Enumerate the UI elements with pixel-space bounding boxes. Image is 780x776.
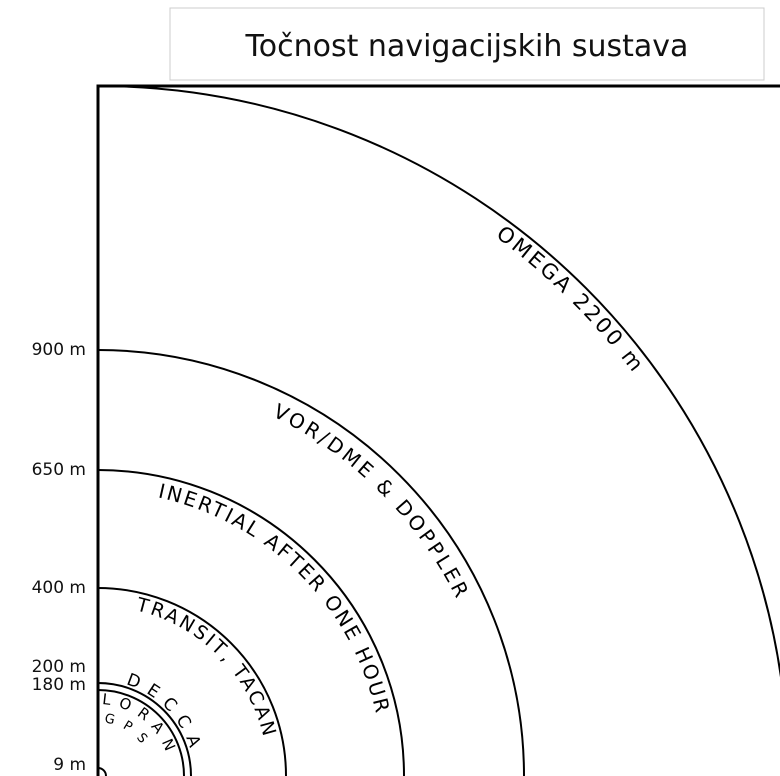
scale-label: 400 m (32, 578, 86, 598)
arc-label: OMEGA 2200 m (492, 221, 648, 376)
arc (97, 689, 185, 776)
frame (96, 84, 780, 776)
arc (97, 469, 405, 776)
scale-label: 200 m (32, 657, 86, 677)
title-box (169, 7, 765, 81)
arc-label-text: INERTIAL AFTER ONE HOUR (156, 479, 394, 716)
title: Točnost navigacijskih sustava (245, 29, 689, 64)
scale-label: 180 m (32, 675, 86, 695)
arc (97, 767, 107, 776)
scale-label: 650 m (32, 460, 86, 480)
scale-label: 9 m (53, 755, 86, 775)
arc (97, 349, 525, 776)
arc-label: INERTIAL AFTER ONE HOUR (156, 479, 394, 716)
arc-label-text: OMEGA 2200 m (492, 221, 648, 376)
arc-label-text: TRANSIT, TACAN (133, 593, 279, 738)
arc (97, 85, 780, 679)
arc (97, 587, 287, 776)
arc (97, 682, 192, 776)
scale-label: 900 m (32, 340, 86, 360)
arc-label: TRANSIT, TACAN (133, 593, 280, 738)
